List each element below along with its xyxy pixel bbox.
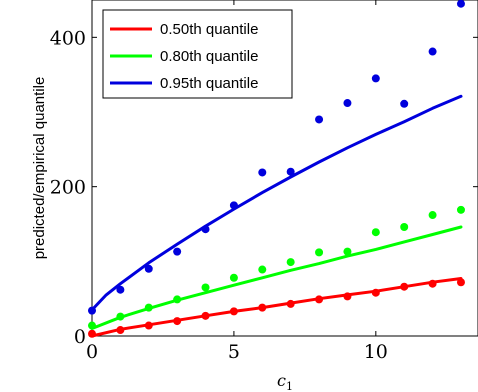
series-1-point [315, 248, 324, 257]
y-tick-label: 200 [50, 177, 86, 199]
series-0-point [258, 303, 267, 312]
series-0-point [201, 311, 210, 320]
series-0-point [315, 295, 324, 304]
y-axis-label: predicted/empirical quantile [31, 77, 48, 260]
series-1-point [456, 205, 465, 214]
series-1-point [371, 228, 380, 237]
legend: 0.50th quantile 0.80th quantile 0.95th qua… [102, 9, 293, 99]
series-1-point [201, 283, 210, 292]
series-2-point [116, 285, 125, 294]
series-2-point [315, 115, 324, 124]
series-2-point [456, 0, 465, 8]
series-0-point [88, 329, 96, 338]
series-0-point [343, 292, 352, 301]
y-tick-label: 0 [74, 326, 86, 348]
legend-label-0: 0.50th quantile [160, 21, 258, 38]
series-1-point [144, 303, 153, 312]
series-2-point [144, 264, 153, 273]
x-axis-label-subscript: 1 [286, 380, 293, 392]
series-1-point [229, 273, 238, 282]
x-tick-label: 0 [86, 341, 98, 363]
x-tick-label: 5 [228, 341, 240, 363]
series-1-point [428, 211, 437, 220]
x-axis-label-main: c [277, 371, 286, 390]
series-0-curve [90, 277, 463, 338]
series-2-point [286, 167, 295, 176]
series-2-point [173, 247, 182, 256]
series-1-point [116, 312, 125, 321]
series-0-point [144, 321, 153, 330]
series-1-point [286, 258, 295, 267]
x-axis-label: c1 [277, 371, 293, 392]
series-0-point [173, 317, 182, 326]
plot-frame [91, 0, 478, 337]
series-0-point [229, 307, 238, 316]
series-2-point [400, 99, 409, 108]
series-0-point [371, 288, 380, 297]
x-tick-label: 10 [364, 341, 388, 363]
series-0-point [428, 279, 437, 288]
series-0-point [456, 278, 465, 287]
y-tick-label: 400 [50, 27, 86, 49]
series-2-curve [90, 94, 463, 312]
series-2-point [258, 168, 267, 177]
series-2-point [428, 47, 437, 56]
legend-label-2: 0.95th quantile [160, 75, 258, 92]
legend-label-1: 0.80th quantile [160, 48, 258, 65]
series-0-point [116, 326, 125, 335]
series-2-point [88, 306, 96, 315]
series-2-point [201, 225, 210, 234]
series-1-point [400, 222, 409, 231]
series-2-point [229, 201, 238, 210]
series-1-point [173, 295, 182, 304]
series-2-point [343, 99, 352, 108]
series-1-point [258, 265, 267, 274]
series-1-curve [90, 225, 463, 330]
series-1-point [343, 247, 352, 256]
series-0-point [286, 299, 295, 308]
series-1-point [88, 321, 96, 330]
series-2-point [371, 74, 380, 83]
series-0-point [400, 282, 409, 291]
